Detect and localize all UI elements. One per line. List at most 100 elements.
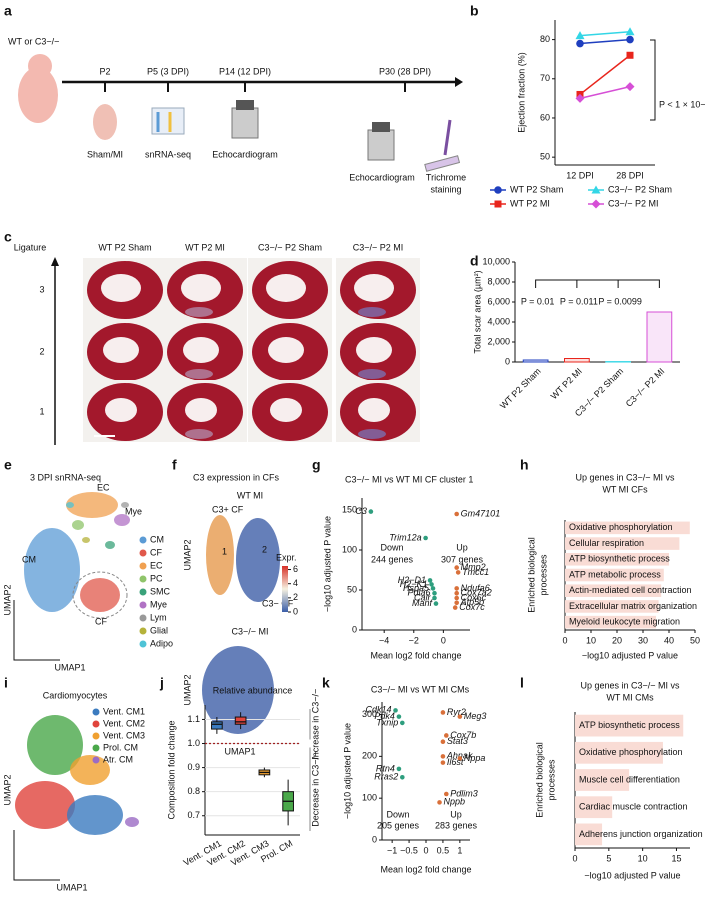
panel-label: j [159,675,164,691]
y-tick-label: 2,000 [487,336,510,346]
box [211,721,223,730]
y-axis-label: UMAP2 [2,774,12,805]
arrowhead [51,257,59,266]
bar [522,359,549,363]
legend-swatch [139,536,147,544]
legend-swatch [92,708,100,716]
umap-title: C3 expression in CFs [193,472,280,482]
bar [565,584,662,597]
legend-marker [494,200,502,208]
legend-label: SMC [150,586,171,596]
series-line [579,85,631,100]
y-tick-label: 6,000 [487,296,510,306]
gene-label: Nppb [444,797,466,807]
y-axis-label: Total scar area (µm²) [472,270,482,353]
x-tick-label: 50 [690,635,700,645]
y-axis-label: Enriched biological [526,537,536,613]
legend-swatch [139,614,147,622]
scar [358,369,386,379]
umap-cluster [66,502,74,508]
legend-label: Mye [150,599,167,609]
bar [565,568,664,582]
gene-point [368,509,374,514]
echo-icon [372,122,390,132]
gene-point [440,710,446,715]
gene-label: Ndufa6 [461,583,490,593]
pup-head [28,54,52,78]
level: 2 [39,346,44,356]
echo-icon [236,100,254,110]
category-label: Oxidative phosphorylation [579,747,683,757]
category-label: Cardiac muscle contraction [579,802,688,812]
heart-cavity [105,398,137,422]
x-tick-label: 0 [572,853,577,863]
annotation: C3+ CF [212,504,244,514]
x-tick-label: 1 [457,845,462,855]
chart-title: C3−/− MI vs WT MI CMs [371,684,470,694]
gene-point [427,578,433,583]
x-tick-label: 10 [638,853,648,863]
gene-point [440,754,446,759]
panel-label: c [4,229,12,245]
level: 1 [39,406,44,416]
p-value: P = 0.01 [521,296,555,306]
y-tick-label: 60 [540,112,550,122]
umap-axes [13,830,60,881]
timeline-art [18,54,463,172]
x-axis-label: UMAP1 [54,662,85,672]
series-line [579,54,631,96]
y-axis-label: Ejection fraction (%) [516,52,526,133]
gene-label: Trim12a [389,532,421,542]
gene-label: Tmcc1 [462,567,489,577]
y-tick-label: 50 [540,152,550,162]
gene-point [432,590,437,596]
annotation: Up [456,542,468,552]
heart-cavity [354,274,394,302]
gene-point [430,586,436,591]
gene-point [444,733,449,738]
x-axis-label: −log10 adjusted P value [582,650,678,660]
legend-swatch [92,732,100,740]
gene-label: Ahnak [446,751,473,761]
gene-label: Calr [414,592,432,602]
heart-cavity [356,337,392,363]
y-tick-label: 70 [540,73,550,83]
x-tick-label: −4 [379,635,389,645]
y-tick-label: 10,000 [482,256,510,266]
procedure: Sham/MI [87,149,123,159]
heart-cavity [101,274,141,302]
x-tick-label: −1 [387,845,397,855]
x-axis-label: Mean log2 fold change [370,650,461,660]
cluster-label: Mye [125,506,142,516]
bracket [535,279,660,288]
panel-label: g [312,457,321,473]
gene-label: Manf [412,598,434,608]
y-tick-label: 0.8 [187,786,200,796]
legend-swatch [92,720,100,728]
umap-cluster [80,578,120,612]
p-value: P = 0.0099 [598,296,642,306]
axis-label: Ligature [14,242,47,252]
significance-bracket [650,39,656,121]
heart-cavity [185,398,217,422]
heart-cavity [183,337,219,363]
cluster-label: CM [22,554,36,564]
gene-label: Ryr2 [447,707,466,717]
y-axis-label: −log10 adjusted P value [342,723,352,819]
gene-label: Cox6c [461,592,487,602]
gene-label: Meg3 [464,711,487,721]
timepoint: P5 (3 DPI) [147,66,189,76]
category-label: ATP biosynthetic process [569,554,670,564]
umap-axes [13,600,60,661]
box [234,716,247,725]
x-tick-label: 5 [606,853,611,863]
x-tick-label: 28 DPI [616,170,644,180]
x-tick-label: 0 [562,635,567,645]
annotation: C3− CF [262,598,294,608]
bar [575,741,663,764]
gene-label: Atp5o [460,597,485,607]
y-tick-label: 300 [362,709,377,719]
umap-cluster [70,755,110,785]
heart-cavity [270,398,302,422]
